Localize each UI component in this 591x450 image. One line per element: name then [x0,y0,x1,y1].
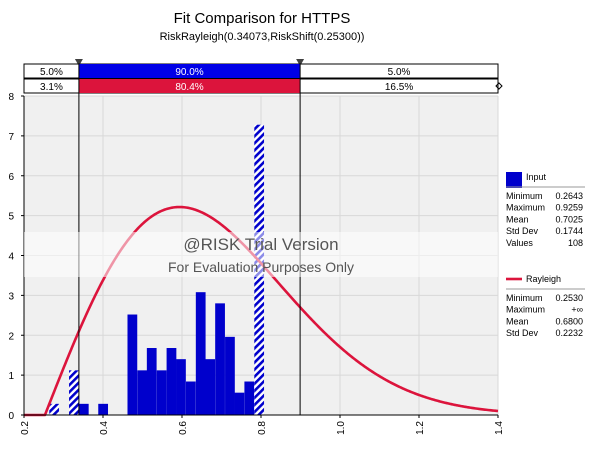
y-tick-label: 8 [8,92,14,103]
band-expand-icon[interactable] [495,82,503,90]
band-fit-middle-label: 80.4% [175,82,203,93]
legend-fit-stat-value: 0.2232 [555,328,583,338]
x-tick-label: 0.6 [178,421,189,435]
histogram-bar [98,403,109,415]
y-tick-label: 1 [8,371,14,382]
watermark: @RISK Trial Version For Evaluation Purpo… [24,232,498,277]
y-tick-label: 2 [8,331,14,342]
watermark-line-1: @RISK Trial Version [183,235,338,254]
legend-fit-stat-value: 0.2530 [555,293,583,303]
histogram-bar [205,359,216,415]
band-fit-left-label: 3.1% [40,82,63,93]
band-fit-middle [78,79,301,93]
histogram-bar [234,392,245,415]
x-tick-label: 1.0 [336,421,347,435]
histogram-bar [176,359,186,415]
histogram-bar [215,303,225,415]
band-input-middle [78,64,301,78]
chart-title: Fit Comparison for HTTPS [174,10,351,27]
histogram-bar [185,381,196,415]
delimiter-handle-right[interactable] [296,59,305,66]
legend-fit-stat-label: Mean [506,316,529,326]
watermark-line-2: For Evaluation Purposes Only [168,259,354,275]
probability-bands: 5.0% 90.0% 5.0% 3.1% 80.4% 16.5% [23,63,503,94]
legend-input-stat-value: 0.7025 [555,214,583,224]
watermark-backdrop [24,232,498,277]
y-tick-label: 7 [8,132,14,143]
x-tick-label: 0.2 [20,421,31,435]
histogram-bar [49,403,60,415]
x-tick-label: 1.2 [415,421,426,435]
histogram-bar [69,370,79,415]
histogram-bar [156,370,167,415]
legend-input-stat-value: 0.9259 [555,203,583,213]
y-tick-label: 0 [8,411,14,422]
band-input-left-label: 5.0% [40,67,63,78]
legend: Input Minimum 0.2643 Maximum 0.9259 Mean 0.702… [506,172,585,338]
band-input-middle-label: 90.0% [175,67,203,78]
y-tick-label: 5 [8,212,14,223]
y-tick-label: 4 [8,252,14,263]
legend-input-name: Input [526,172,547,182]
histogram-bar [78,403,89,415]
chart-subtitle: RiskRayleigh(0.34073,RiskShift(0.25300)) [160,31,365,43]
histogram-bar [195,292,206,415]
legend-input-stat-label: Values [506,238,533,248]
legend-fit-stat-label: Std Dev [506,328,539,338]
x-tick-label: 0.8 [257,421,268,435]
histogram-bar [244,381,255,415]
legend-input-stat-label: Minimum [506,191,543,201]
histogram-bar [166,348,177,415]
histogram-bar [146,348,157,415]
delimiter-handle-left[interactable] [74,59,83,66]
legend-input-swatch [506,172,522,188]
x-tick-label: 1.4 [494,421,505,435]
y-tick-label: 3 [8,291,14,302]
histogram-bar [137,370,148,415]
legend-input-stat-label: Std Dev [506,226,539,236]
legend-fit-name: Rayleigh [526,274,561,284]
band-fit-right-label: 16.5% [385,82,413,93]
legend-input-stat-value: 108 [568,238,583,248]
legend-input-stat-label: Mean [506,214,529,224]
legend-fit-stat-value: 0.6800 [555,316,583,326]
legend-input-stat-value: 0.1744 [555,226,583,236]
legend-input-stat-label: Maximum [506,203,545,213]
y-tick-label: 6 [8,172,14,183]
histogram-bar [225,336,235,415]
histogram-bar [127,314,138,415]
legend-fit-stat-label: Minimum [506,293,543,303]
legend-fit-stat-value: +∞ [571,305,583,315]
legend-fit-stat-label: Maximum [506,305,545,315]
legend-input-stat-value: 0.2643 [555,191,583,201]
band-input-right-label: 5.0% [388,67,411,78]
x-tick-label: 0.4 [99,421,110,435]
